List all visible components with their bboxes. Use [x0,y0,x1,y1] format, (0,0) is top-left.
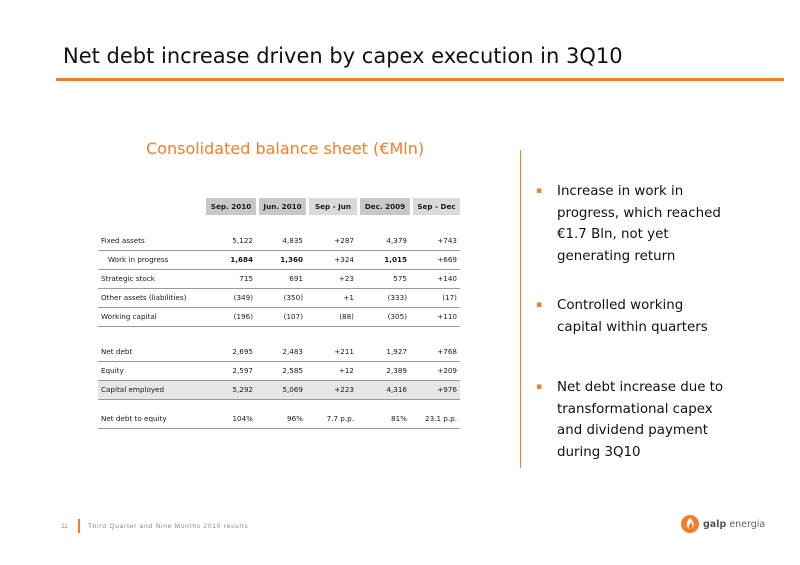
column-header-sep-jun: Sep - Jun [309,198,357,215]
table-cell: 691 [259,269,306,289]
table-row-working-capital: Working capital (196) (107) (88) (305) +… [98,307,460,327]
row-label: Working capital [98,307,206,327]
vertical-divider [520,150,521,468]
row-label: Work in progress [98,250,206,270]
table-cell: 1,684 [206,250,256,270]
bullet-line: Net debt increase due to [557,380,724,395]
table-cell: 5,292 [206,380,256,400]
row-label: Equity [98,361,206,381]
row-label: Strategic stock [98,269,206,289]
table-cell: +743 [413,231,460,251]
table-cell: 1,360 [259,250,306,270]
balance-sheet-table: Sep. 2010 Jun. 2010 Sep - Jun Dec. 2009 … [98,198,460,429]
table-cell: 96% [259,409,306,429]
table-cell: 575 [360,269,410,289]
table-cell: 4,316 [360,380,410,400]
table-row-net-debt: Net debt 2,695 2,483 +211 1,927 +768 [98,342,460,362]
table-row-net-debt-to-equity: Net debt to equity 104% 96% 7.7 p.p. 81%… [98,409,460,429]
bullet-line: transformational capex [557,401,713,417]
table-cell: 23.1 p.p. [413,409,460,429]
page-title: Net debt increase driven by capex execut… [63,44,623,68]
table-heading: Consolidated balance sheet (€Mln) [146,139,425,158]
table-cell: (88) [309,307,357,327]
table-row-other-assets: Other assets (liabilities) (349) (350) +… [98,288,460,308]
table-cell: (17) [413,288,460,308]
footer-text: Third Quarter and Nine Months 2010 resul… [88,523,249,530]
table-cell: 2,695 [206,342,256,362]
table-row-work-in-progress: Work in progress 1,684 1,360 +324 1,015 … [98,250,460,270]
row-label: Fixed assets [98,231,206,251]
table-cell: 104% [206,409,256,429]
bullet-line: and dividend payment [557,423,708,438]
bullet-line: Increase in work in [557,184,684,199]
row-label: Net debt to equity [98,409,206,429]
table-cell: +23 [309,269,357,289]
table-cell: (350) [259,288,306,308]
table-cell: 5,069 [259,380,306,400]
table-row-fixed-assets: Fixed assets 5,122 4,835 +287 4,379 +743 [98,231,460,251]
row-label: Capital employed [98,380,206,400]
bullet-square-icon: ▪ [536,186,543,196]
table-cell: 5,122 [206,231,256,251]
table-cell: 4,379 [360,231,410,251]
table-cell: (107) [259,307,306,327]
table-cell: 1,927 [360,342,410,362]
table-cell: (333) [360,288,410,308]
bullet-line: capital within quarters [557,319,708,335]
table-cell: +768 [413,342,460,362]
table-cell: 2,389 [360,361,410,381]
galp-flame-icon [681,515,699,533]
bullet-square-icon: ▪ [536,300,543,310]
table-cell: (196) [206,307,256,327]
table-cell: 2,483 [259,342,306,362]
title-underline [56,78,784,81]
table-cell: +211 [309,342,357,362]
bullet-item: ▪ Increase in work in progress, which re… [536,181,736,267]
table-cell: +324 [309,250,357,270]
column-header-sep-2010: Sep. 2010 [206,198,256,215]
table-cell: 7.7 p.p. [309,409,357,429]
bullet-item: ▪ Controlled working capital within quar… [536,295,736,338]
table-cell: 1,015 [360,250,410,270]
table-cell: (305) [360,307,410,327]
bullet-line: Controlled working [557,298,684,313]
bullet-line: during 3Q10 [557,444,641,460]
bullet-item: ▪ Net debt increase due to transformatio… [536,377,736,463]
row-label: Other assets (liabilities) [98,288,206,308]
table-cell: +287 [309,231,357,251]
bullet-line: generating return [557,248,676,264]
table-cell: +223 [309,380,357,400]
table-cell: 2,585 [259,361,306,381]
column-header-sep-dec: Sep - Dec [413,198,460,215]
bullet-line: progress, which reached [557,205,721,221]
column-header-dec-2009: Dec. 2009 [360,198,410,215]
column-header-jun-2010: Jun. 2010 [259,198,306,215]
table-cell: +976 [413,380,460,400]
logo-wordmark: galp energia [703,518,766,530]
bullet-square-icon: ▪ [536,382,543,392]
table-cell: 4,835 [259,231,306,251]
table-header-row: Sep. 2010 Jun. 2010 Sep - Jun Dec. 2009 … [98,198,460,215]
table-cell: +669 [413,250,460,270]
table-cell: 715 [206,269,256,289]
page-number: 11 [61,523,68,530]
table-cell: 81% [360,409,410,429]
galp-logo: galp energia [680,514,765,534]
bullet-line: €1.7 Bln, not yet [557,227,669,242]
table-cell: (349) [206,288,256,308]
row-label: Net debt [98,342,206,362]
table-row-capital-employed: Capital employed 5,292 5,069 +223 4,316 … [98,380,460,400]
table-row-equity: Equity 2,597 2,585 +12 2,389 +209 [98,361,460,381]
table-cell: +140 [413,269,460,289]
table-cell: 2,597 [206,361,256,381]
table-cell: +12 [309,361,357,381]
table-cell: +110 [413,307,460,327]
table-row-strategic-stock: Strategic stock 715 691 +23 575 +140 [98,269,460,289]
footer-divider [78,519,80,533]
table-cell: +209 [413,361,460,381]
table-cell: +1 [309,288,357,308]
